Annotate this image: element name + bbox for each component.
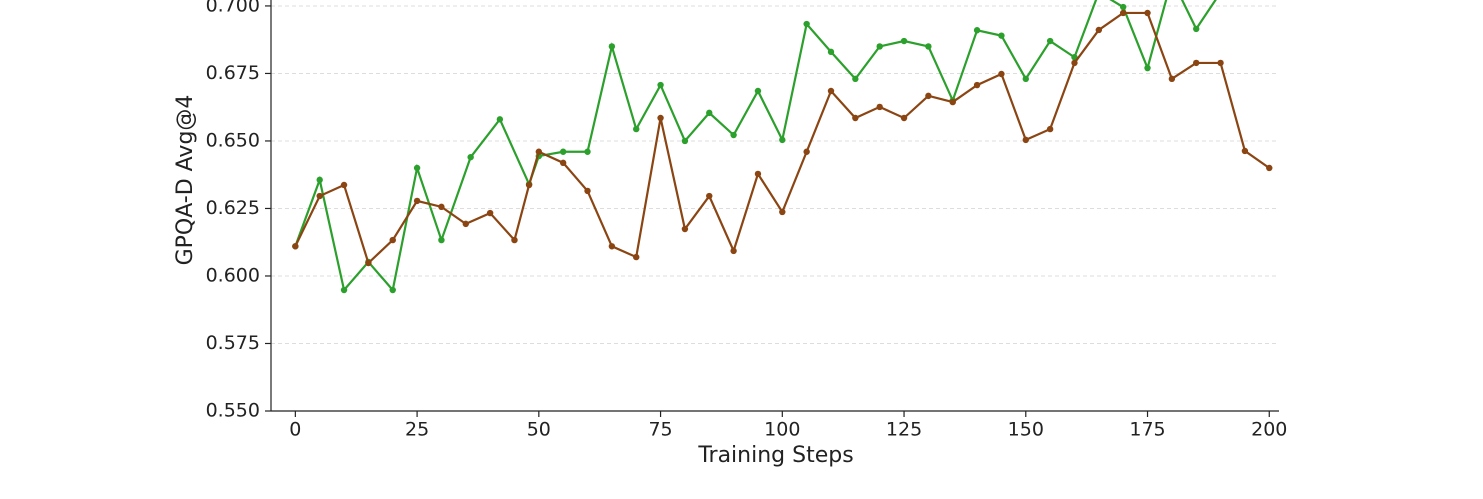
x-tick-label: 25 — [405, 419, 429, 441]
point — [754, 87, 762, 95]
y-tick-label: 0.550 — [206, 400, 260, 422]
point — [876, 43, 883, 50]
point — [1193, 59, 1200, 67]
point — [1241, 147, 1249, 155]
point — [608, 43, 616, 50]
point — [413, 197, 421, 205]
x-tick-label: 75 — [648, 419, 672, 441]
x-tick-label: 50 — [527, 419, 551, 441]
point — [681, 137, 689, 145]
point — [925, 43, 932, 50]
point — [1217, 59, 1224, 67]
y-tick-label: 0.625 — [206, 197, 260, 219]
y-tick-label: 0.600 — [206, 264, 260, 286]
point — [803, 148, 810, 155]
x-axis-label: Training Steps — [697, 443, 853, 468]
point — [365, 259, 372, 267]
point — [535, 148, 543, 155]
point — [706, 192, 713, 200]
point — [1119, 3, 1127, 11]
point — [340, 286, 348, 294]
point — [1193, 25, 1200, 33]
point — [1022, 75, 1029, 83]
point — [998, 70, 1005, 78]
point — [389, 286, 396, 294]
point — [900, 114, 908, 122]
point — [876, 103, 883, 111]
y-axis-label: GPQA-D Avg@4 — [173, 95, 198, 266]
point — [559, 159, 567, 167]
series-line — [294, 11, 1270, 266]
point — [730, 247, 737, 255]
point — [852, 75, 859, 83]
point — [511, 236, 518, 244]
point — [462, 220, 469, 228]
x-tick-label: 125 — [886, 419, 922, 441]
point — [949, 98, 956, 106]
point — [1144, 64, 1151, 72]
y-tick-label: 0.675 — [206, 62, 260, 84]
point — [730, 131, 737, 139]
point — [1168, 75, 1176, 83]
point — [803, 20, 810, 28]
point — [973, 27, 981, 34]
point — [1266, 164, 1273, 172]
x-tick-label: 200 — [1251, 419, 1287, 441]
x-tick-label: 100 — [764, 419, 800, 441]
point — [1071, 54, 1078, 61]
point — [633, 253, 640, 261]
point — [852, 114, 859, 122]
point — [496, 116, 504, 123]
point — [292, 243, 299, 250]
series-line — [294, 0, 1217, 293]
point — [608, 243, 616, 250]
point — [559, 148, 567, 155]
point — [1095, 26, 1103, 34]
point — [584, 148, 591, 155]
point — [413, 164, 421, 172]
point — [1022, 136, 1029, 144]
point — [973, 81, 981, 89]
point — [525, 181, 533, 189]
x-tick-label: 150 — [1008, 419, 1044, 441]
point — [779, 208, 786, 216]
point — [438, 236, 445, 244]
point — [486, 209, 494, 217]
point — [657, 81, 664, 89]
point — [706, 109, 713, 117]
point — [584, 187, 591, 195]
y-tick-label: 0.575 — [206, 332, 260, 354]
point — [467, 153, 474, 161]
point — [779, 136, 786, 144]
point — [998, 32, 1005, 39]
y-tick-label: 0.650 — [206, 129, 260, 151]
point — [438, 203, 445, 211]
y-tick-label: 0.700 — [206, 0, 260, 16]
point — [1046, 37, 1054, 45]
x-tick-label: 175 — [1129, 419, 1165, 441]
point — [681, 225, 689, 233]
point — [316, 176, 323, 184]
point — [389, 236, 396, 244]
point — [827, 48, 835, 56]
point — [657, 114, 664, 122]
point — [316, 192, 323, 200]
point — [754, 170, 762, 178]
x-tick-label: 0 — [289, 419, 301, 441]
point — [1046, 125, 1054, 133]
point — [1119, 9, 1127, 17]
point — [900, 37, 908, 45]
point — [827, 87, 835, 95]
point — [633, 125, 640, 133]
point — [340, 181, 348, 189]
point — [1071, 59, 1078, 67]
point — [925, 92, 932, 100]
point — [1144, 9, 1151, 17]
